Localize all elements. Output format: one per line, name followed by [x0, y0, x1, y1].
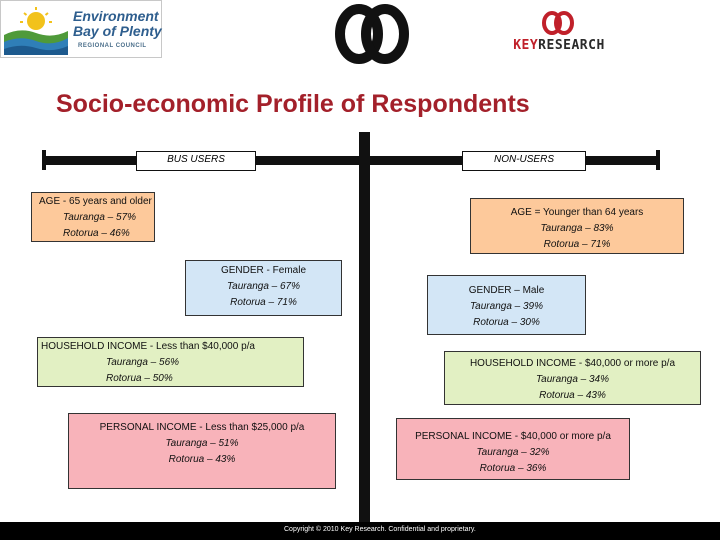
wordmark-key: KEY — [513, 38, 539, 53]
non-household-rotorua: Rotorua – 43% — [539, 390, 606, 401]
bus-gender-tauranga: Tauranga – 67% — [226, 281, 301, 292]
bus-gender-rotorua: Rotorua – 71% — [230, 297, 297, 308]
non-age-rotorua: Rotorua – 71% — [543, 239, 611, 250]
bus-age-box: AGE - 65 years and older Tauranga – 57% … — [31, 192, 155, 242]
non-age-box: AGE = Younger than 64 years Tauranga – 8… — [470, 198, 684, 254]
divider-cap-left — [42, 150, 46, 170]
bus-personal-tauranga: Tauranga – 51% — [165, 438, 239, 449]
non-users-heading: NON-USERS — [462, 151, 586, 171]
key-research-rings-icon — [542, 11, 574, 35]
non-household-heading: HOUSEHOLD INCOME - $40,000 or more p/a — [469, 358, 676, 369]
wordmark-research: RESEARCH — [538, 38, 605, 53]
bus-household-box: HOUSEHOLD INCOME - Less than $40,000 p/a… — [37, 337, 304, 387]
bus-personal-heading: PERSONAL INCOME - Less than $25,000 p/a — [99, 422, 305, 433]
non-age-heading: AGE = Younger than 64 years — [510, 207, 644, 218]
page-title: Socio-economic Profile of Respondents — [56, 90, 530, 118]
non-personal-heading: PERSONAL INCOME - $40,000 or more p/a — [415, 431, 611, 442]
org-name-line2: Bay of Plenty — [73, 23, 162, 39]
non-age-tauranga: Tauranga – 83% — [540, 223, 614, 234]
non-personal-rotorua: Rotorua – 36% — [479, 463, 547, 474]
non-gender-tauranga: Tauranga – 39% — [469, 301, 544, 312]
org-subtitle: REGIONAL COUNCIL — [78, 43, 147, 49]
non-personal-tauranga: Tauranga – 32% — [476, 447, 550, 458]
bus-age-rotorua: Rotorua – 46% — [63, 228, 130, 239]
non-personal-box: PERSONAL INCOME - $40,000 or more p/a Ta… — [396, 418, 630, 480]
non-gender-box: GENDER – Male Tauranga – 39% Rotorua – 3… — [427, 275, 586, 335]
bus-personal-rotorua: Rotorua – 43% — [168, 454, 236, 465]
non-gender-heading: GENDER – Male — [468, 285, 545, 296]
vertical-divider — [359, 132, 370, 522]
copyright-text: Copyright © 2010 Key Research. Confident… — [284, 526, 476, 533]
bus-personal-box: PERSONAL INCOME - Less than $25,000 p/a … — [68, 413, 336, 489]
bus-age-tauranga: Tauranga – 57% — [63, 212, 137, 223]
bus-age-heading: AGE - 65 years and older — [39, 196, 152, 207]
horizontal-divider — [46, 156, 656, 165]
bus-users-heading: BUS USERS — [136, 151, 256, 171]
bus-gender-box: GENDER - Female Tauranga – 67% Rotorua –… — [185, 260, 342, 316]
environment-bop-logo: Environment Bay of Plenty REGIONAL COUNC… — [0, 0, 162, 58]
bop-emblem-icon — [4, 7, 68, 55]
non-gender-rotorua: Rotorua – 30% — [473, 317, 540, 328]
divider-cap-right — [656, 150, 660, 170]
bus-household-heading: HOUSEHOLD INCOME - Less than $40,000 p/a — [41, 341, 255, 352]
footer-bar: Copyright © 2010 Key Research. Confident… — [0, 522, 720, 540]
key-research-wordmark: KEYRESEARCH — [484, 38, 634, 53]
bus-household-tauranga: Tauranga – 56% — [106, 357, 180, 368]
non-household-box: HOUSEHOLD INCOME - $40,000 or more p/a T… — [444, 351, 701, 405]
bus-gender-heading: GENDER - Female — [220, 265, 306, 276]
bus-household-rotorua: Rotorua – 50% — [106, 373, 173, 384]
rings-logo-icon — [335, 4, 409, 64]
org-name-line1: Environment — [73, 8, 159, 24]
key-research-logo: KEYRESEARCH — [484, 10, 634, 58]
non-household-tauranga: Tauranga – 34% — [535, 374, 610, 385]
